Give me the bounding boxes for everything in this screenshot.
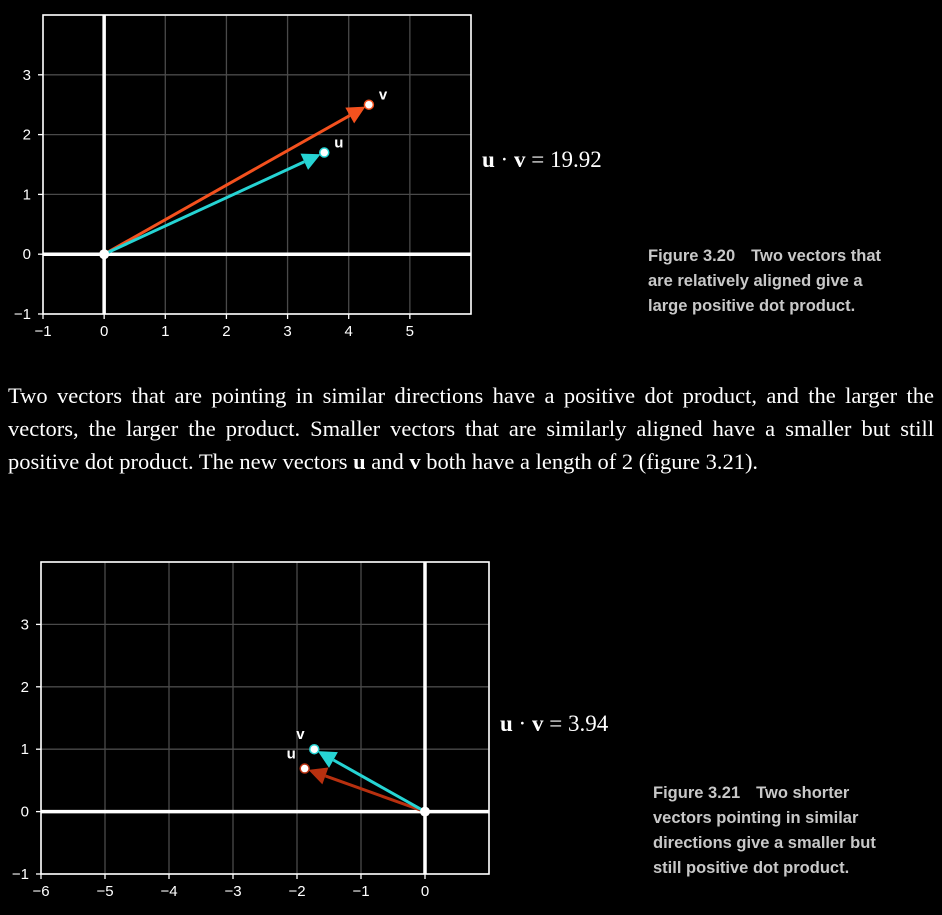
vector-u-endpoint <box>319 147 330 158</box>
x-tick-label: 0 <box>100 323 108 340</box>
body-paragraph: Two vectors that are pointing in similar… <box>8 383 934 474</box>
figure-number: Figure 3.20 <box>648 247 736 265</box>
y-tick-label: −1 <box>14 306 31 323</box>
vector-v-endpoint <box>363 99 375 110</box>
x-tick-label: 5 <box>406 323 414 340</box>
y-tick-label: 3 <box>21 616 29 633</box>
x-tick-label: 1 <box>161 323 169 340</box>
plot-frame <box>40 561 490 875</box>
vector-v-label: v <box>379 87 388 104</box>
dot-product-equation-2: u · v = 3.94 <box>500 711 609 736</box>
figure-number: Figure 3.21 <box>653 784 741 802</box>
vector-u-shaft <box>103 160 305 256</box>
vector-u-shaft <box>324 774 426 814</box>
x-tick-label: −6 <box>32 883 49 900</box>
y-tick-label: 2 <box>23 127 31 144</box>
x-tick-label: −4 <box>160 883 177 900</box>
figure-caption-3-21: Figure 3.21 Two shorter vectors pointing … <box>653 784 876 877</box>
vector-v-shaft <box>103 114 351 256</box>
x-tick-label: −1 <box>34 323 51 340</box>
origin-point <box>99 249 110 260</box>
dot-product-value-2: 3.94 <box>567 711 609 736</box>
vector-v-shaft <box>332 758 426 813</box>
y-tick-label: 1 <box>23 186 31 203</box>
vector-u-label: u <box>334 135 343 152</box>
dot-product-equation-1: u · v = 19.92 <box>482 147 602 172</box>
vector-u-arrowhead <box>300 153 321 170</box>
y-tick-label: 3 <box>23 67 31 84</box>
vector-v-arrowhead <box>317 751 338 768</box>
x-tick-label: 3 <box>283 323 291 340</box>
y-tick-label: 1 <box>21 741 29 758</box>
y-tick-label: −1 <box>12 866 29 883</box>
x-tick-label: −1 <box>352 883 369 900</box>
x-tick-label: 4 <box>345 323 353 340</box>
figure-caption-3-20: Figure 3.20 Two vectors that are relative… <box>648 247 882 315</box>
dot-product-value-1: 19.92 <box>549 147 602 172</box>
x-tick-label: −3 <box>224 883 241 900</box>
vector-v-arrowhead <box>345 106 366 124</box>
y-tick-label: 2 <box>21 679 29 696</box>
x-tick-label: 2 <box>222 323 230 340</box>
vector-u-label: u <box>287 746 296 763</box>
y-tick-label: 0 <box>21 804 29 821</box>
vector-v-endpoint <box>309 743 320 755</box>
x-tick-label: 0 <box>421 883 429 900</box>
y-tick-label: 0 <box>23 246 31 263</box>
vector-v-label: v <box>296 726 305 743</box>
plot-frame <box>42 14 472 315</box>
vector-u-arrowhead <box>308 767 329 785</box>
vector-u-endpoint <box>299 763 310 774</box>
x-tick-label: −2 <box>288 883 305 900</box>
origin-point <box>420 806 430 817</box>
x-tick-label: −5 <box>96 883 113 900</box>
